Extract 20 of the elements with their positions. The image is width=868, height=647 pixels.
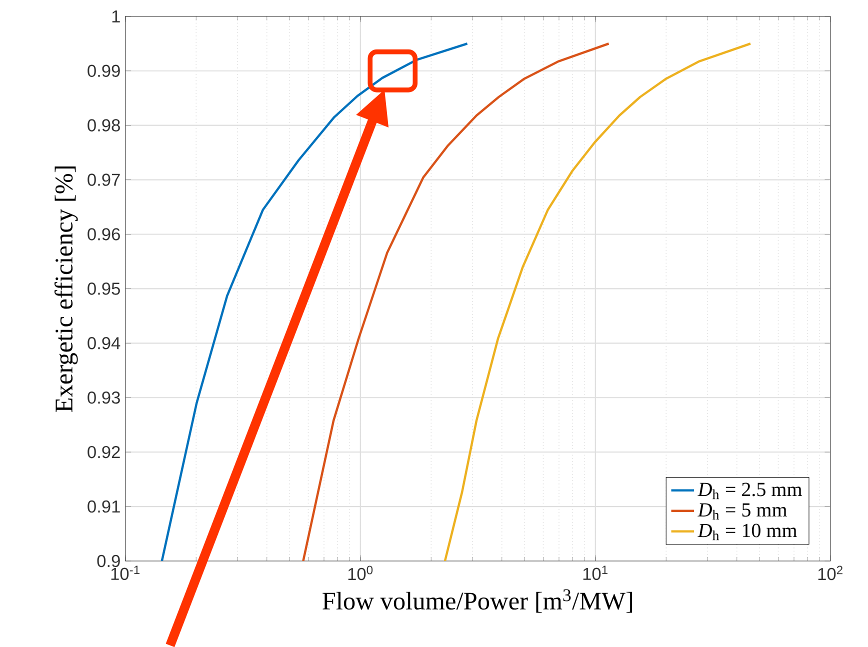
y-tick-label: 0.92	[88, 446, 120, 458]
y-tick-label: 0.99	[88, 64, 120, 77]
y-tick-label: 1	[112, 10, 120, 22]
x-tick-label: 10$^{0}$	[348, 566, 373, 580]
y-tick-label: 0.9	[97, 554, 120, 568]
legend-label: D$_{h}$ = 10 mm	[698, 524, 798, 540]
y-tick-label: 0.91	[88, 500, 120, 513]
legend-label: D$_{h}$ = 2.5 mm	[698, 482, 802, 500]
y-tick-label: 0.96	[88, 228, 120, 240]
y-tick-label: 0.97	[88, 174, 120, 186]
x-tick-label: 10$^{1}$	[583, 566, 608, 580]
y-tick-label: 0.94	[88, 337, 120, 350]
x-tick-label: 10$^{-1}$	[111, 566, 140, 580]
legend-label: D$_{h}$ = 5 mm	[698, 503, 788, 520]
x-tick-label: 10$^{2}$	[818, 566, 842, 580]
y-axis-title: Exergetic efficiency [%]	[54, 166, 78, 412]
y-tick-label: 0.93	[88, 391, 120, 404]
y-tick-label: 0.98	[88, 119, 120, 132]
y-tick-label: 0.95	[88, 282, 120, 295]
x-axis-title: Flow volume/Power [m$^{3}$/MW]	[322, 589, 632, 613]
